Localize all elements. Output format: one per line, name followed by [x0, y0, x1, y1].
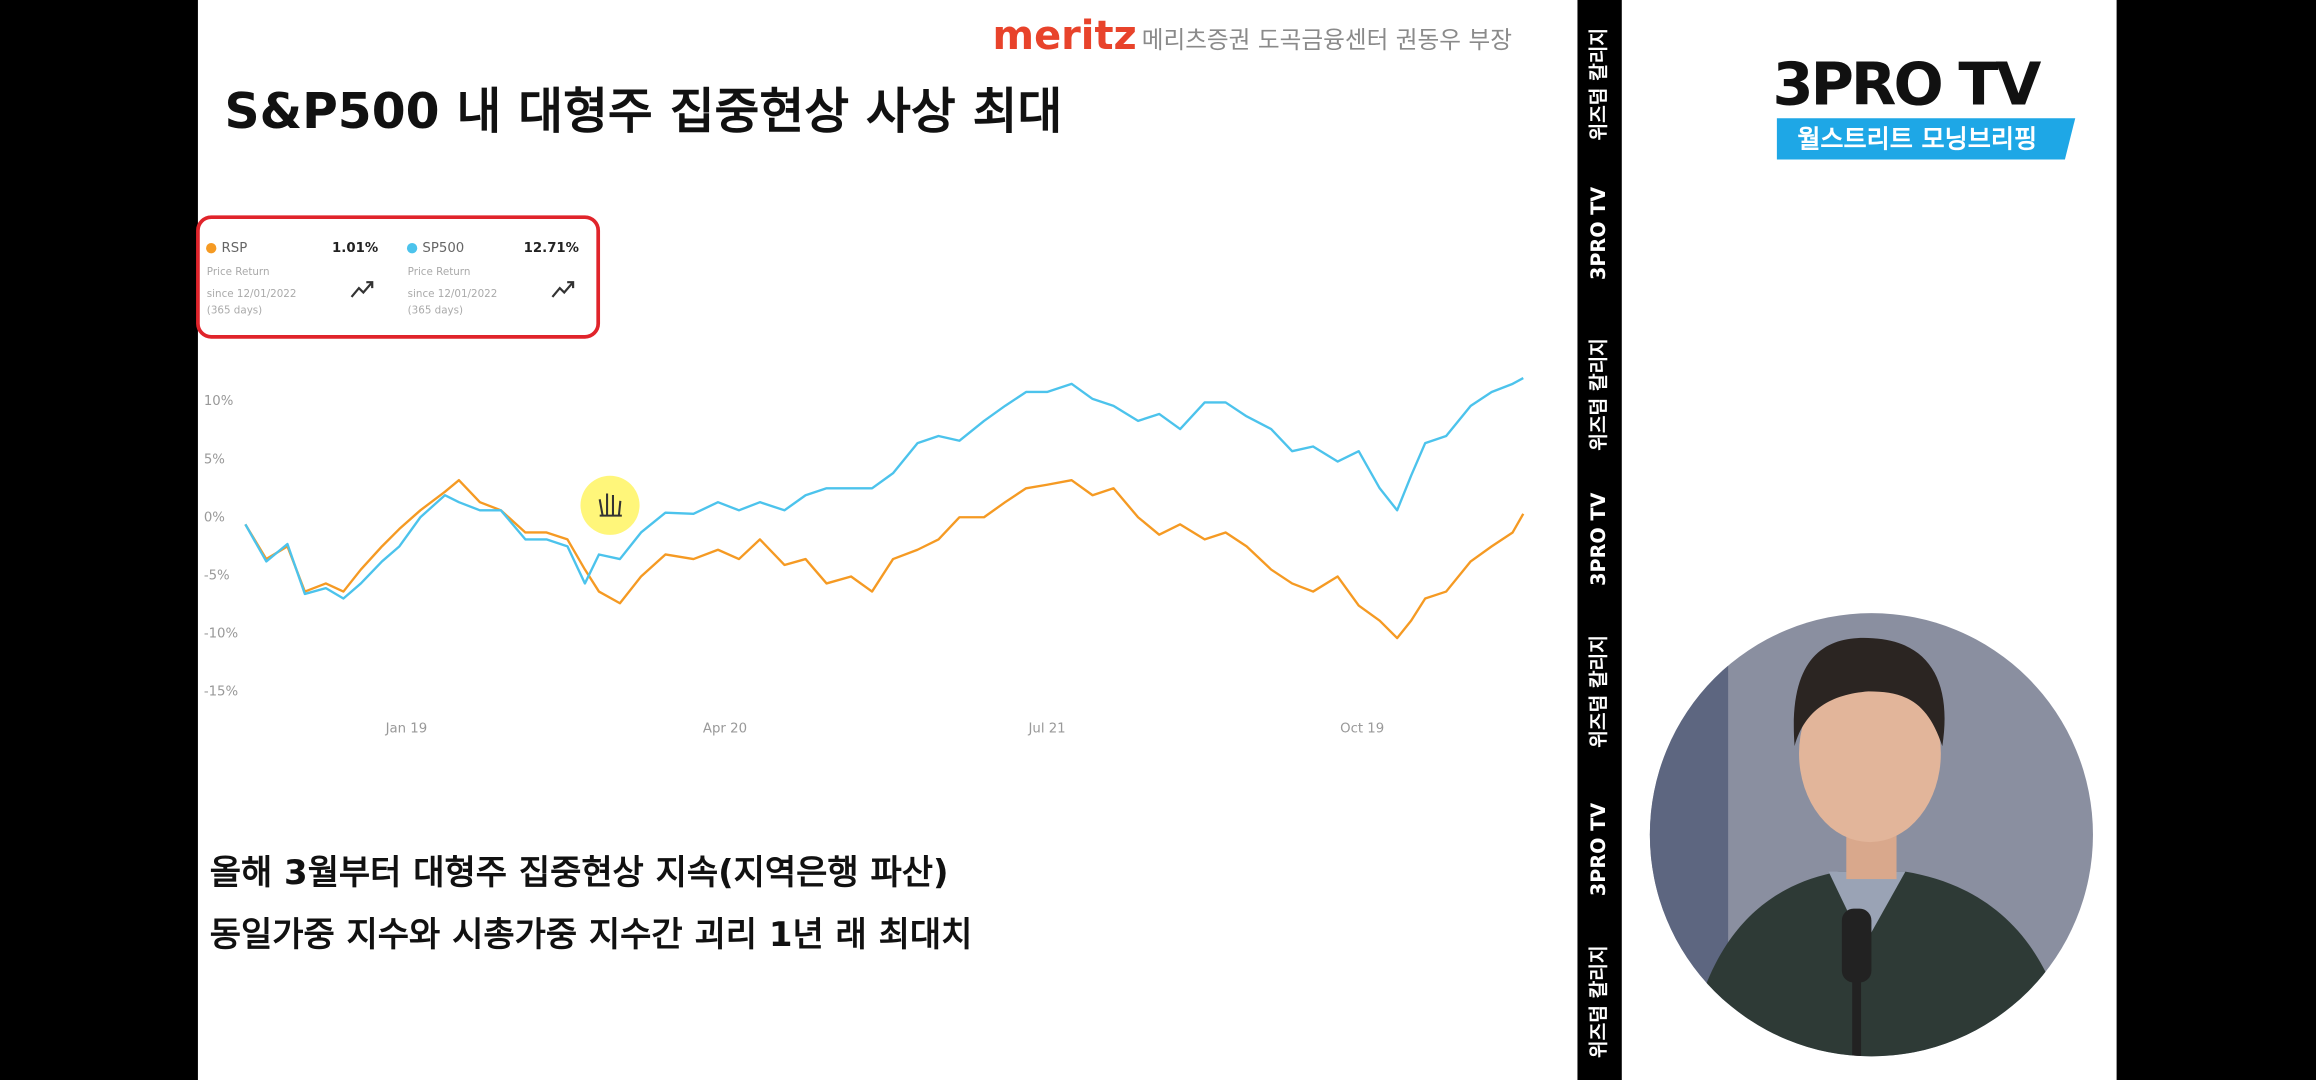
- legend-metric: Price Return: [207, 266, 270, 278]
- slide-bullet: 동일가중 지수와 시총가중 지수간 괴리 1년 래 최대치: [210, 915, 973, 955]
- side-banner-text: 3PRO TV: [1587, 493, 1610, 586]
- legend-period: (365 days): [207, 304, 262, 316]
- series-line: [244, 478, 1525, 640]
- side-banner-text: 3PRO TV: [1587, 803, 1610, 896]
- side-banner-text: 위즈덤 칼리지: [1587, 635, 1610, 748]
- legend-box: [196, 215, 601, 339]
- side-banner-text: 위즈덤 칼리지: [1587, 338, 1610, 451]
- legend-metric: Price Return: [408, 266, 471, 278]
- y-tick-label: -5%: [204, 568, 230, 583]
- side-banner-text: 위즈덤 칼리지: [1587, 28, 1610, 141]
- trend-icon: [551, 281, 575, 298]
- channel-logo: 3PRO TV: [1772, 50, 2041, 119]
- y-tick-label: -15%: [204, 684, 238, 699]
- y-tick-label: -10%: [204, 626, 238, 641]
- x-tick-label: Jul 21: [1028, 721, 1066, 736]
- legend-label: RSP: [222, 241, 248, 256]
- y-tick-label: 5%: [204, 452, 225, 467]
- slide: [197, 0, 1578, 1080]
- hand-cursor: [598, 493, 622, 517]
- x-tick-label: Oct 19: [1340, 721, 1384, 736]
- presenter-video: [1649, 613, 2093, 1057]
- trend-icon: [350, 281, 374, 298]
- program-name: 월스트리트 모닝브리핑: [1797, 124, 2037, 153]
- presenter-caption: 메리츠증권 도곡금융센터 권동우 부장: [1142, 26, 1512, 54]
- cursor-highlight: [580, 475, 640, 535]
- brand-logo: meritz: [993, 13, 1137, 59]
- sweater: [1683, 871, 2076, 1057]
- slide-bullet: 올해 3월부터 대형주 집중현상 지속(지역은행 파산): [210, 853, 949, 893]
- collar: [1828, 871, 1906, 946]
- program-banner: [1776, 118, 2076, 160]
- slide-title: S&P500 내 대형주 집중현상 사상 최대: [225, 84, 1063, 140]
- legend-marker: [206, 243, 217, 254]
- face: [1799, 664, 1941, 843]
- microphone: [1841, 908, 1872, 983]
- mic-stand: [1852, 975, 1862, 1057]
- x-tick-label: Jan 19: [385, 721, 428, 736]
- side-banner-text: 3PRO TV: [1587, 187, 1610, 280]
- x-tick-label: Apr 20: [703, 721, 747, 736]
- legend-since: since 12/01/2022: [408, 288, 498, 300]
- y-tick-label: 10%: [204, 394, 234, 409]
- legend-since: since 12/01/2022: [207, 288, 297, 300]
- side-strip: [1577, 0, 1622, 1080]
- series-line: [244, 377, 1524, 600]
- legend-period: (365 days): [408, 304, 463, 316]
- legend-return: 1.01%: [332, 241, 378, 256]
- hair: [1793, 637, 1945, 747]
- legend-label: SP500: [422, 241, 464, 256]
- legend-marker: [406, 243, 418, 254]
- legend-return: 12.71%: [524, 241, 579, 256]
- y-tick-label: 0%: [204, 510, 225, 525]
- side-banner-text: 위즈덤 칼리지: [1587, 945, 1610, 1058]
